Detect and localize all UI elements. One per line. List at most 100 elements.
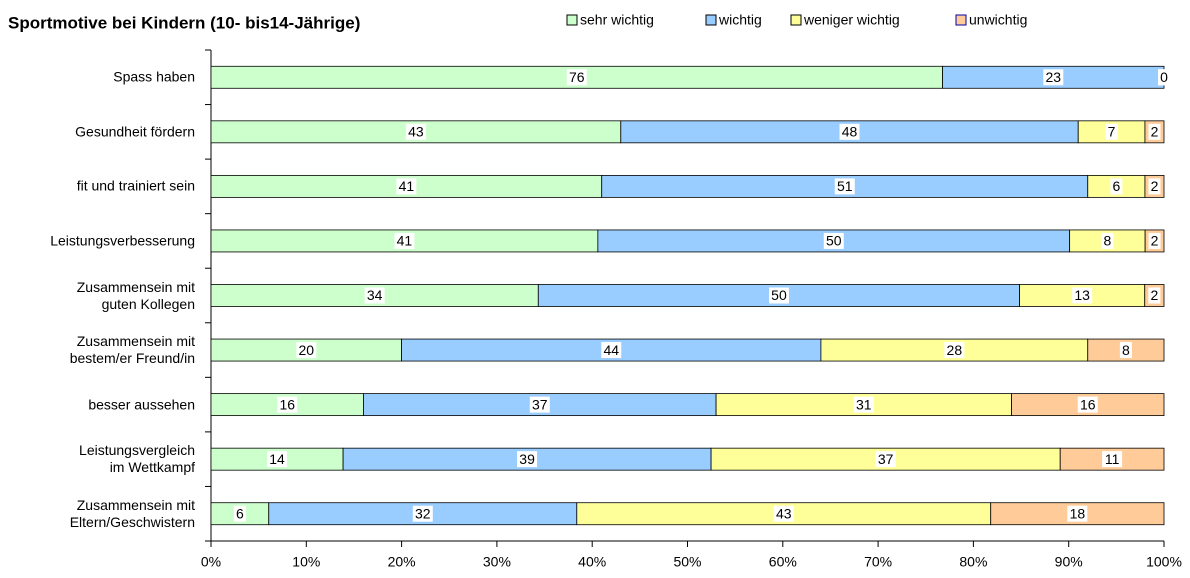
legend-swatch (790, 14, 802, 26)
value-label-bg (1043, 69, 1064, 86)
x-tick-label: 30% (483, 554, 511, 570)
value-label-bg (1105, 123, 1118, 140)
value-label: 43 (776, 505, 792, 521)
value-label: 2 (1151, 233, 1159, 249)
x-tick-label: 90% (1055, 554, 1083, 570)
value-label-bg (566, 69, 587, 86)
legend-label: wichtig (718, 12, 762, 28)
value-label: 39 (519, 451, 535, 467)
value-label: 43 (408, 124, 424, 140)
x-tick-label: 0% (201, 554, 221, 570)
value-label-bg (823, 232, 844, 249)
x-tick-label: 10% (292, 554, 320, 570)
value-label-bg (1072, 287, 1093, 304)
value-label: 31 (856, 396, 872, 412)
value-label: 6 (1112, 178, 1120, 194)
x-tick-label: 20% (388, 554, 416, 570)
value-label: 7 (1108, 124, 1116, 140)
category-label: fit und trainiert sein (76, 177, 195, 194)
value-label-bg (1101, 232, 1114, 249)
value-label-bg (412, 505, 433, 522)
value-label: 41 (397, 233, 413, 249)
value-label-bg (267, 451, 288, 468)
value-label: 44 (603, 342, 619, 358)
category-label: Leistungsverbesserung (50, 232, 195, 249)
value-label: 8 (1122, 342, 1130, 358)
value-label-bg (364, 287, 385, 304)
value-label-bg (396, 178, 417, 195)
value-label-bg (601, 342, 622, 359)
value-label-bg (1148, 287, 1161, 304)
value-label: 18 (1070, 505, 1086, 521)
value-label-bg (1067, 505, 1088, 522)
category-label: Leistungsvergleich im Wettkampf (79, 442, 195, 476)
value-label: 8 (1103, 233, 1111, 249)
value-label-bg (1148, 178, 1161, 195)
value-label: 37 (878, 451, 894, 467)
value-label: 48 (842, 124, 858, 140)
value-label: 23 (1046, 69, 1062, 85)
legend-swatch (566, 14, 578, 26)
x-tick-label: 70% (864, 554, 892, 570)
value-label-bg (1077, 396, 1098, 413)
x-tick-label: 50% (673, 554, 701, 570)
value-label-bg (1119, 342, 1132, 359)
value-label-bg (839, 123, 860, 140)
value-label: 0 (1160, 69, 1168, 85)
value-label-bg (529, 396, 550, 413)
x-tick-label: 80% (959, 554, 987, 570)
category-label: Zusammensein mit Eltern/Geschwistern (69, 496, 195, 530)
x-tick-label: 100% (1146, 554, 1182, 570)
value-label-bg (296, 342, 317, 359)
value-label: 13 (1074, 287, 1090, 303)
category-label: Gesundheit fördern (75, 123, 195, 140)
chart-title: Sportmotive bei Kindern (10- bis14-Jähri… (8, 13, 360, 32)
value-label: 28 (947, 342, 963, 358)
value-label: 20 (299, 342, 315, 358)
value-label-bg (233, 505, 246, 522)
value-label-bg (1148, 232, 1161, 249)
value-label: 16 (279, 396, 295, 412)
value-label-bg (834, 178, 855, 195)
value-label-bg (1148, 123, 1161, 140)
value-label: 37 (532, 396, 548, 412)
legend-label: unwichtig (969, 12, 1027, 28)
category-label: Zusammensein mit guten Kollegen (76, 278, 195, 312)
value-label-bg (944, 342, 965, 359)
value-label: 50 (826, 233, 842, 249)
value-label-bg (1102, 451, 1123, 468)
x-tick-label: 40% (578, 554, 606, 570)
value-label-bg (517, 451, 538, 468)
legend-label: sehr wichtig (580, 12, 654, 28)
category-label: besser aussehen (88, 396, 195, 413)
value-label-bg (773, 505, 794, 522)
value-label-bg (1110, 178, 1123, 195)
value-label: 50 (771, 287, 787, 303)
value-label: 32 (415, 505, 431, 521)
value-label: 41 (399, 178, 415, 194)
value-label-bg (1158, 69, 1170, 86)
value-label-bg (405, 123, 426, 140)
legend-label: weniger wichtig (803, 12, 900, 28)
legend-swatch (955, 14, 967, 26)
value-label-bg (768, 287, 789, 304)
x-tick-label: 60% (769, 554, 797, 570)
value-label: 34 (367, 287, 383, 303)
value-label: 2 (1151, 124, 1159, 140)
value-label-bg (277, 396, 298, 413)
value-label-bg (394, 232, 415, 249)
legend-swatch (705, 14, 717, 26)
value-label: 51 (837, 178, 853, 194)
value-label-bg (853, 396, 874, 413)
value-label: 2 (1151, 178, 1159, 194)
category-label: Spass haben (113, 68, 195, 85)
value-label-bg (875, 451, 896, 468)
category-label: Zusammensein mit bestem/er Freund/in (69, 333, 195, 367)
value-label: 16 (1080, 396, 1096, 412)
value-label: 2 (1150, 287, 1158, 303)
value-label: 76 (569, 69, 585, 85)
value-label: 6 (236, 505, 244, 521)
value-label: 11 (1105, 451, 1120, 467)
